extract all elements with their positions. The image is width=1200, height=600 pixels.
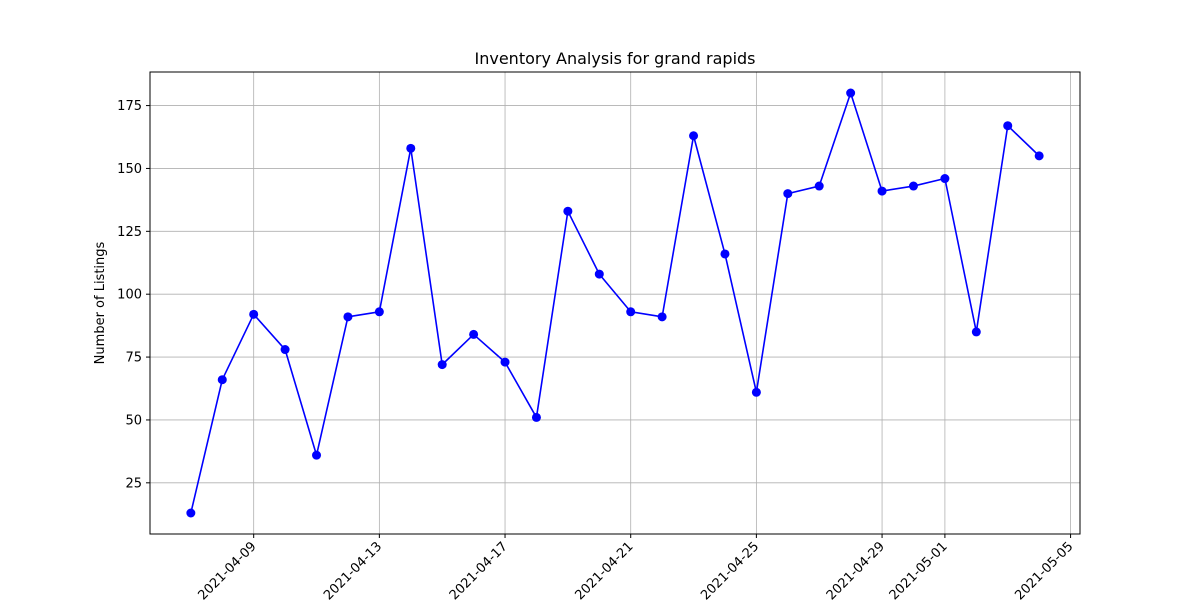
data-point <box>563 206 573 216</box>
data-point <box>877 186 887 196</box>
data-point <box>594 269 604 279</box>
data-point <box>908 181 918 191</box>
data-point <box>280 345 290 355</box>
data-point <box>249 309 259 319</box>
data-point <box>814 181 824 191</box>
data-point <box>469 329 479 339</box>
y-tick-label: 25 <box>125 476 142 491</box>
y-tick-label: 175 <box>117 99 142 114</box>
y-axis: 25 50 75 100 125 150 175 <box>117 99 150 491</box>
data-point <box>971 327 981 337</box>
data-point <box>657 312 667 322</box>
data-point <box>500 357 510 367</box>
y-tick-label: 50 <box>125 413 142 428</box>
series-line <box>190 92 1040 514</box>
data-point <box>783 189 793 199</box>
data-point <box>217 375 227 385</box>
y-tick-label: 125 <box>117 225 142 240</box>
data-point <box>374 307 384 317</box>
grid-lines <box>150 72 1080 534</box>
data-point <box>312 450 322 460</box>
y-tick-label: 75 <box>125 351 142 366</box>
y-axis-title: Number of Listings <box>93 241 108 364</box>
data-point <box>689 131 699 141</box>
data-point <box>1003 121 1013 131</box>
data-point <box>626 307 636 317</box>
data-point <box>751 387 761 397</box>
y-tick-label: 100 <box>117 288 142 303</box>
data-point <box>531 412 541 422</box>
data-point <box>186 508 196 518</box>
data-point <box>846 88 856 98</box>
y-tick-label: 150 <box>117 162 142 177</box>
plot-frame <box>149 71 1081 535</box>
data-point <box>343 312 353 322</box>
series-layer <box>186 88 1044 518</box>
data-point <box>406 143 416 153</box>
data-point <box>1034 151 1044 161</box>
data-point <box>940 174 950 184</box>
data-point <box>437 360 447 370</box>
chart-title: Inventory Analysis for grand rapids <box>475 49 756 68</box>
data-point <box>720 249 730 259</box>
